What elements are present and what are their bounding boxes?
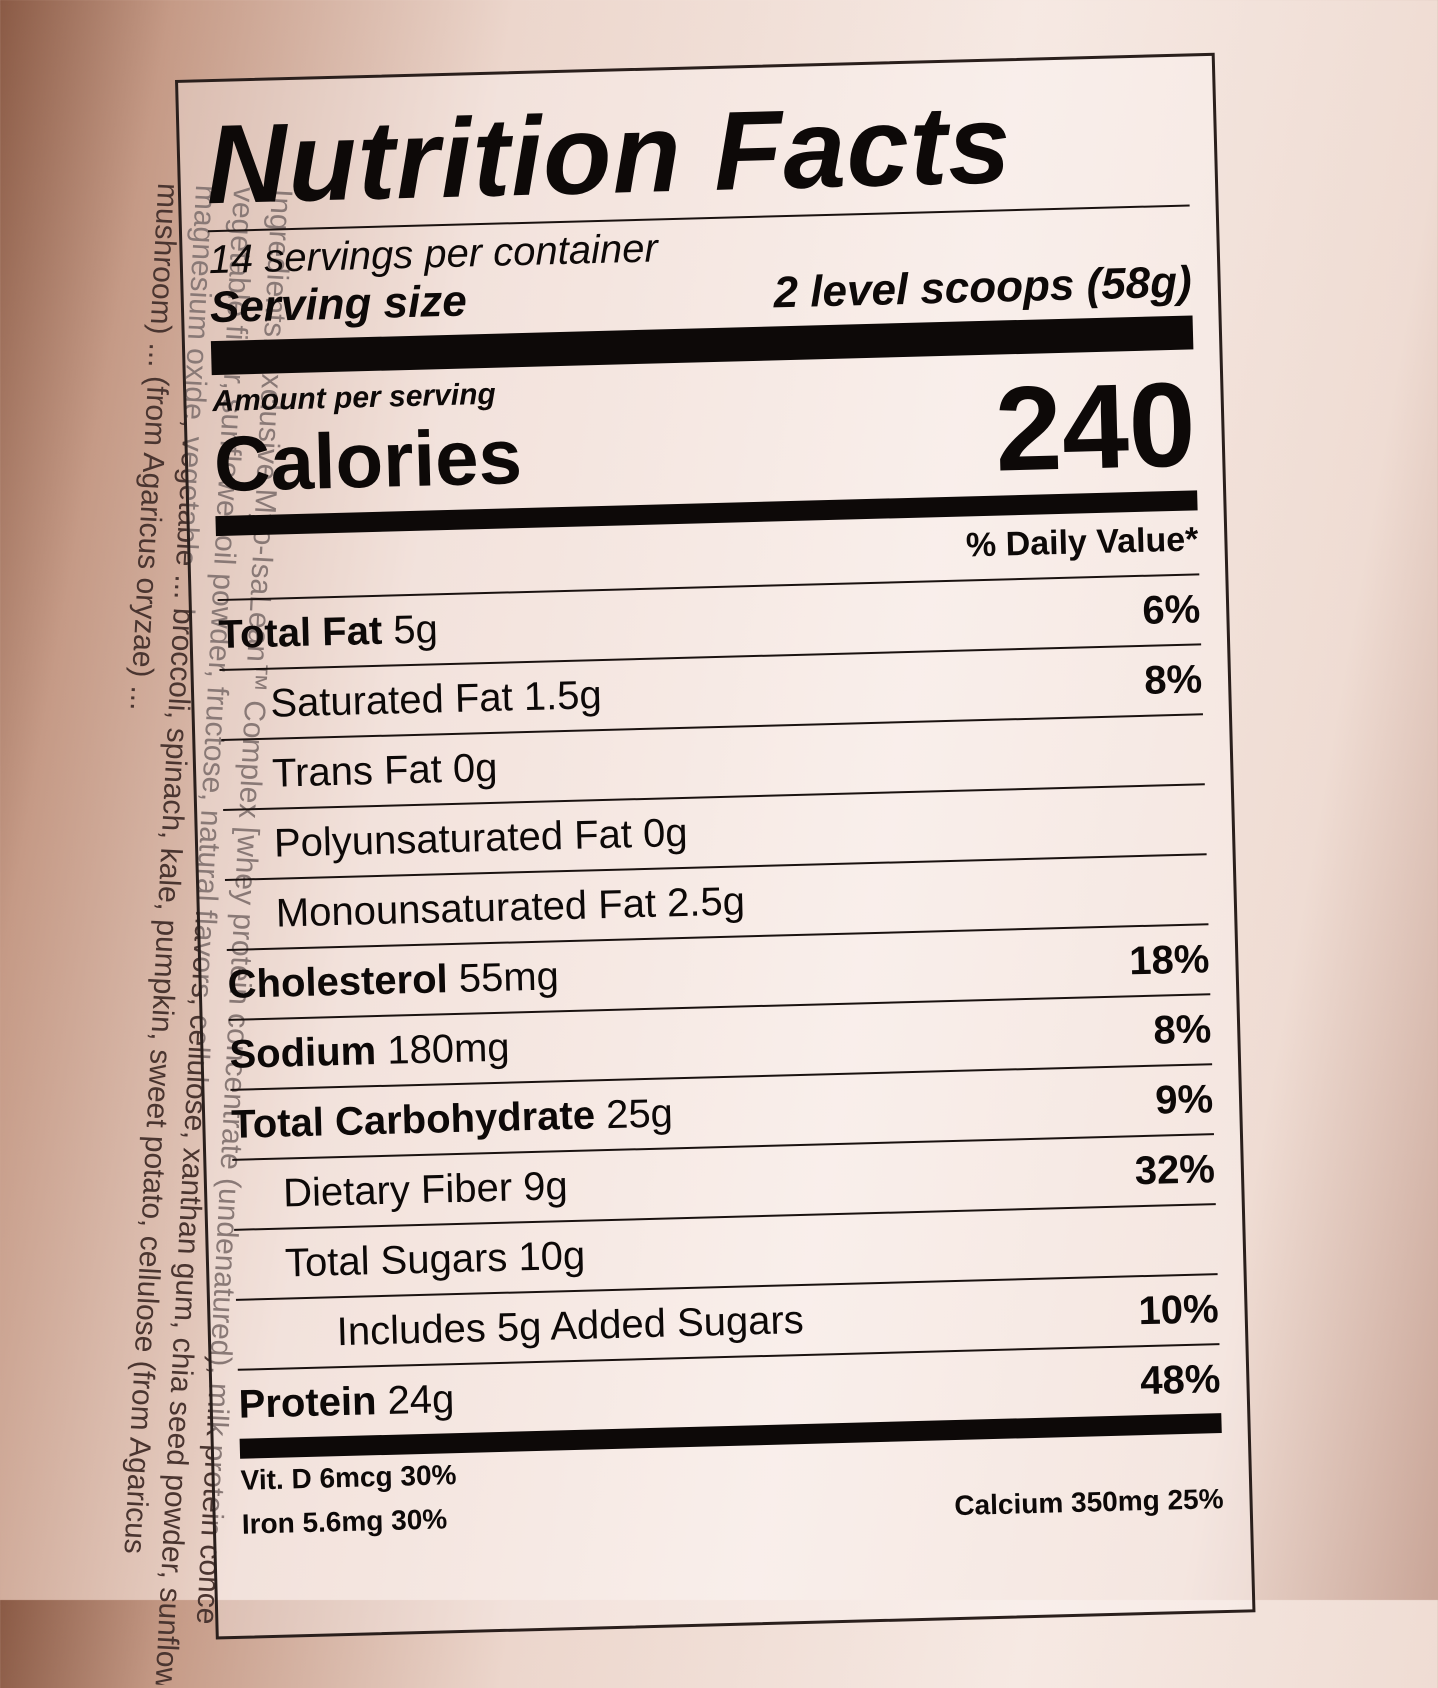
calories-labels: Amount per serving Calories <box>212 377 523 510</box>
daily-value: 32% <box>1134 1146 1216 1193</box>
nutrient-amount: 25g <box>605 1090 674 1137</box>
daily-value: 18% <box>1128 936 1210 983</box>
nutrient-label: Total Sugars 10g <box>234 1233 585 1287</box>
nutrient-label: Polyunsaturated Fat 0g <box>223 810 688 867</box>
nutrient-name: Protein <box>238 1378 378 1427</box>
nutrient-label: Cholesterol 55mg <box>227 954 559 1008</box>
vitamin: Vit. D 6mcg 30% <box>240 1459 457 1496</box>
nutrient-name: Sodium <box>228 1028 377 1077</box>
nutrient-amount: 10g <box>517 1233 586 1279</box>
daily-value: 9% <box>1154 1076 1214 1123</box>
nutrient-label: Monounsaturated Fat 2.5g <box>225 879 745 938</box>
nutrient-amount: 24g <box>386 1376 455 1423</box>
vitamin: Calcium 350mg 25% <box>953 1483 1224 1522</box>
nutrition-panel: Nutrition Facts 14 servings per containe… <box>175 52 1256 1640</box>
nutrient-name: Total Carbohydrate <box>230 1092 596 1147</box>
nutrient-name: Includes 5g Added Sugars <box>336 1297 805 1354</box>
nutrient-amount: 0g <box>452 745 498 791</box>
nutrient-label: Saturated Fat 1.5g <box>220 673 602 728</box>
serving-size-value: 2 level scoops (58g) <box>772 257 1193 318</box>
calories-value: 240 <box>993 357 1198 497</box>
nutrient-label: Protein 24g <box>238 1377 455 1428</box>
nutrient-name: Trans Fat <box>271 746 443 796</box>
daily-value: 48% <box>1139 1356 1221 1403</box>
title: Nutrition Facts <box>204 81 1013 228</box>
daily-value: 8% <box>1152 1006 1212 1053</box>
nutrient-label: Dietary Fiber 9g <box>233 1164 569 1218</box>
nutrient-label: Includes 5g Added Sugars <box>236 1297 804 1357</box>
nutrient-amount: 0g <box>642 810 689 856</box>
nutrient-amount: 1.5g <box>523 672 603 719</box>
nutrient-amount: 180mg <box>386 1025 511 1073</box>
nutrient-amount: 55mg <box>458 953 560 1001</box>
daily-value: 10% <box>1137 1286 1220 1333</box>
nutrient-label: Total Fat 5g <box>218 607 438 658</box>
nutrient-name: Monounsaturated Fat <box>275 881 657 936</box>
calories: Amount per serving Calories 240 <box>212 349 1197 516</box>
nutrient-label: Total Carbohydrate 25g <box>231 1091 674 1148</box>
nutrient-label: Trans Fat 0g <box>222 745 498 797</box>
daily-value: 8% <box>1143 656 1203 703</box>
nutrient-name: Total Fat <box>217 608 383 657</box>
serving-size-label: Serving size <box>209 276 468 333</box>
nutrient-name: Saturated Fat <box>269 674 514 726</box>
calories-label: Calories <box>212 412 523 509</box>
nutrient-amount: 5g <box>392 606 439 652</box>
vitamin: Iron 5.6mg 30% <box>241 1503 448 1540</box>
nutrient-amount: 2.5g <box>666 878 746 925</box>
nutrient-amount: 9g <box>522 1163 569 1209</box>
nutrient-name: Total Sugars <box>284 1235 508 1286</box>
daily-value: 6% <box>1141 586 1201 633</box>
nutrient-label: Sodium 180mg <box>229 1025 510 1077</box>
nutrient-rows: Total Fat 5g 6% Saturated Fat 1.5g 8% Trans … <box>217 573 1222 1439</box>
nutrient-name: Dietary Fiber <box>282 1165 513 1216</box>
nutrient-name: Polyunsaturated Fat <box>273 811 633 866</box>
nutrient-name: Cholesterol <box>227 956 449 1007</box>
